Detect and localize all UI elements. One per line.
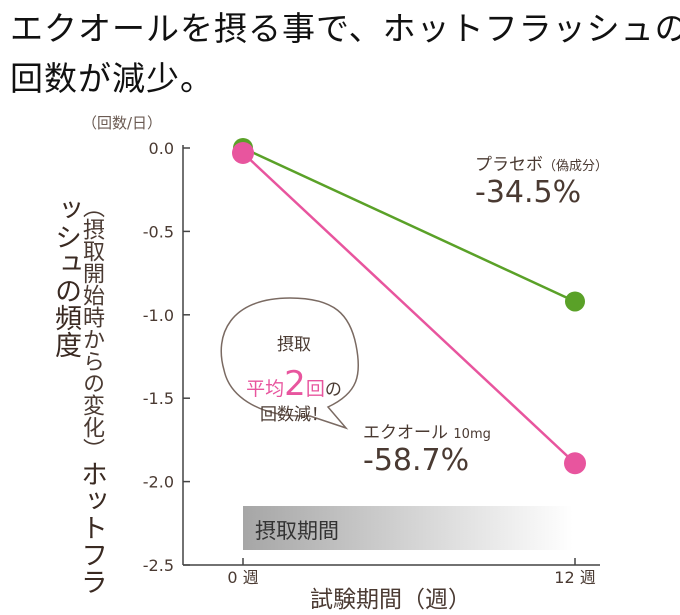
placebo-note: （偽成分） (543, 159, 609, 174)
y-tick-label: -2.5 (143, 556, 174, 575)
y-tick-label: 0.0 (149, 139, 174, 158)
placebo-point (565, 291, 585, 312)
placebo-legend-label: プラセボ（偽成分） (475, 150, 608, 175)
y-tick-label: -1.0 (143, 306, 174, 325)
y-axis-main-label: ホットフラッシュの頻度 (50, 196, 107, 595)
placebo-change-label: -34.5% (475, 175, 582, 210)
callout-times: 回 (305, 378, 325, 400)
callout-line-3: 回数減！ (260, 405, 328, 425)
y-ticks: 0.0 -0.5 -1.0 -1.5 -2.0 -2.5 (143, 139, 190, 575)
y-tick-label: -1.5 (143, 389, 174, 408)
series-group (232, 138, 586, 475)
title-line-2: 回数が減少。 (10, 59, 214, 98)
callout-average: 平均 (246, 378, 285, 400)
title-line-1: エクオールを摂る事で、ホットフラッシュの (10, 9, 680, 48)
callout-particle: の (324, 380, 342, 400)
placebo-name: プラセボ (475, 155, 543, 175)
equol-legend-label: エクオール 10mg (363, 418, 491, 443)
x-tick-label: 0 週 (227, 568, 258, 587)
callout-line-1: 摂取 (277, 335, 311, 355)
x-ticks: 0 週 12 週 (227, 558, 596, 587)
chart-title: エクオールを摂る事で、ホットフラッシュの 回数が減少。 (10, 4, 680, 104)
x-tick-label: 12 週 (554, 568, 595, 587)
y-tick-label: -0.5 (143, 222, 174, 241)
equol-series-line (242, 152, 576, 465)
equol-name: エクオール (363, 423, 448, 443)
placebo-series-line (242, 146, 576, 303)
y-tick-label: -2.0 (143, 473, 174, 492)
intake-period-label: 摂取期間 (255, 519, 339, 543)
equol-point (564, 452, 586, 475)
intake-period-bar (243, 506, 573, 550)
y-axis-sub-label: （摂取開始時からの変化） (79, 196, 104, 460)
callout-number: 2 (284, 364, 306, 404)
equol-note: 10mg (453, 427, 491, 442)
equol-point (232, 142, 254, 165)
equol-change-label: -58.7% (363, 443, 470, 478)
y-unit-label: （回数/日） (82, 114, 163, 132)
callout-line-2: 平均2回の (224, 364, 364, 404)
callout-bubble (220, 297, 360, 430)
y-axis-label: （摂取開始時からの変化）ホットフラッシュの頻度 (50, 196, 107, 615)
x-axis-label: 試験期間（週） (310, 587, 471, 613)
